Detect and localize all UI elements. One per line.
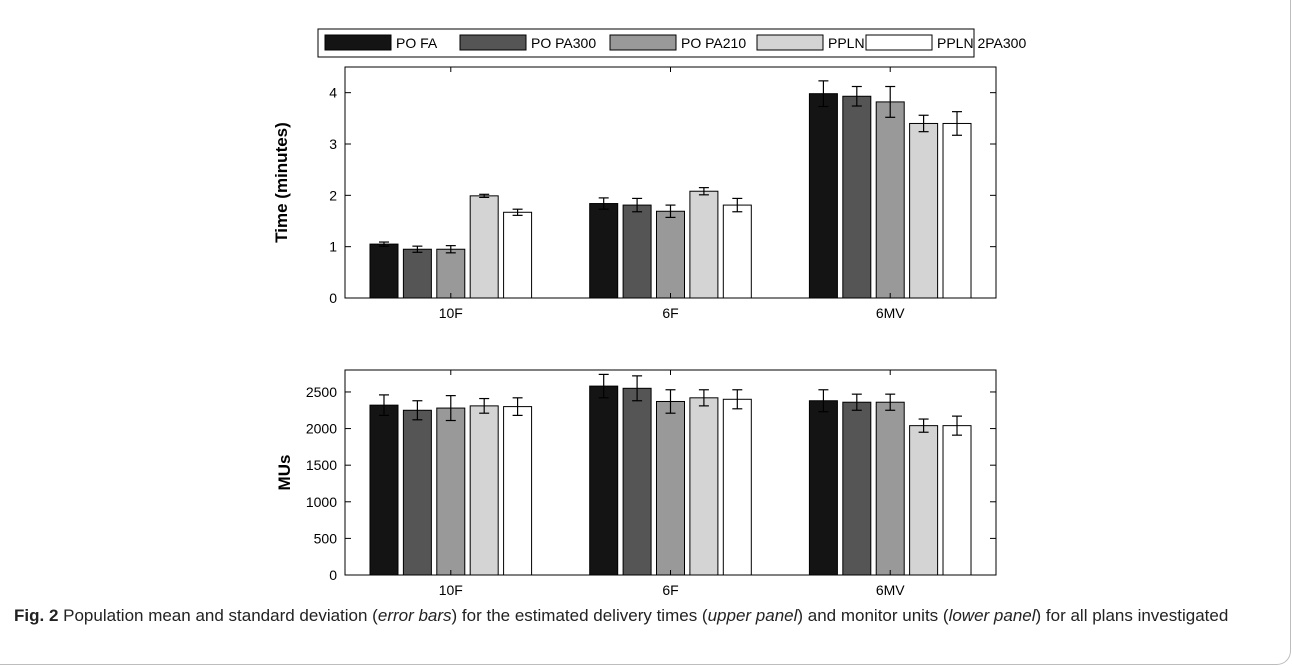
x-tick-label: 10F	[439, 582, 463, 598]
y-tick-label: 500	[314, 530, 338, 546]
caption-text: Population mean and standard deviation (	[58, 606, 378, 625]
bar	[369, 243, 399, 299]
bar	[656, 400, 685, 576]
x-tick-label: 10F	[439, 305, 463, 321]
legend-swatch	[459, 34, 527, 51]
bar	[622, 387, 652, 576]
bar	[842, 95, 872, 299]
y-tick-label: 1	[329, 239, 337, 255]
bar	[842, 401, 872, 576]
bar	[469, 195, 499, 299]
figure-canvas: PO FA PO PA300 PO PA210 PPLN 2FA PPLN 2PA300…	[272, 28, 1026, 598]
bar	[589, 385, 619, 576]
x-tick-label: 6MV	[876, 305, 905, 321]
legend-swatch	[756, 34, 824, 51]
axes-box	[344, 369, 997, 576]
axes-box	[344, 66, 997, 299]
legend-label: PO PA210	[681, 35, 746, 51]
bar	[402, 409, 432, 576]
bar	[808, 400, 838, 576]
figure-caption: Fig. 2 Population mean and standard devi…	[14, 603, 1254, 629]
y-tick-label: 1000	[306, 494, 337, 510]
y-tick-label: 4	[329, 85, 337, 101]
legend: PO FA PO PA300 PO PA210 PPLN 2FA PPLN 2PA300	[317, 28, 1026, 58]
bar	[436, 248, 466, 299]
bar	[622, 204, 652, 299]
bar	[909, 122, 939, 299]
bar	[402, 248, 432, 299]
caption-emphasis: lower panel	[948, 606, 1036, 625]
bar	[656, 210, 685, 299]
bar	[722, 204, 752, 299]
bar	[909, 425, 939, 576]
y-axis-label: Time (minutes)	[272, 122, 291, 243]
bar	[689, 190, 719, 299]
x-tick-label: 6F	[662, 305, 678, 321]
bar	[875, 401, 905, 576]
legend-swatch	[865, 34, 933, 51]
legend-swatch	[609, 34, 677, 51]
y-tick-label: 0	[329, 567, 337, 583]
bar	[369, 404, 399, 576]
y-tick-label: 2	[329, 187, 337, 203]
lower-panel-mus-chart: 10F 6F 6MV 0 500 1000 1500 2000 2500 MUs	[275, 369, 997, 598]
bar	[942, 425, 972, 576]
bar	[503, 211, 533, 299]
bar	[722, 398, 752, 576]
caption-label: Fig. 2	[14, 606, 59, 625]
upper-panel-time-chart: 10F 6F 6MV 0 1 2 3 4 Time (minutes)	[272, 66, 997, 321]
y-tick-label: 0	[329, 290, 337, 306]
x-tick-label: 6F	[662, 582, 678, 598]
bar	[469, 405, 499, 576]
y-tick-label: 2500	[306, 384, 337, 400]
bar	[589, 203, 619, 299]
bar	[436, 407, 466, 576]
legend-label: PO FA	[396, 35, 438, 51]
caption-text: ) and monitor units (	[797, 606, 949, 625]
caption-text: ) for the estimated delivery times (	[451, 606, 708, 625]
y-tick-label: 2000	[306, 421, 337, 437]
caption-emphasis: error bars	[377, 606, 452, 625]
legend-label: PPLN 2PA300	[937, 35, 1026, 51]
legend-label: PO PA300	[531, 35, 596, 51]
bar	[689, 397, 719, 576]
caption-emphasis: upper panel	[707, 606, 798, 625]
bar	[503, 406, 533, 576]
caption-text: ) for all plans investigated	[1035, 606, 1229, 625]
y-tick-label: 3	[329, 136, 337, 152]
bar	[875, 101, 905, 299]
y-tick-label: 1500	[306, 457, 337, 473]
y-axis-label: MUs	[275, 455, 294, 491]
bar	[942, 122, 972, 299]
bar	[808, 93, 838, 299]
legend-swatch	[324, 34, 392, 51]
x-tick-label: 6MV	[876, 582, 905, 598]
